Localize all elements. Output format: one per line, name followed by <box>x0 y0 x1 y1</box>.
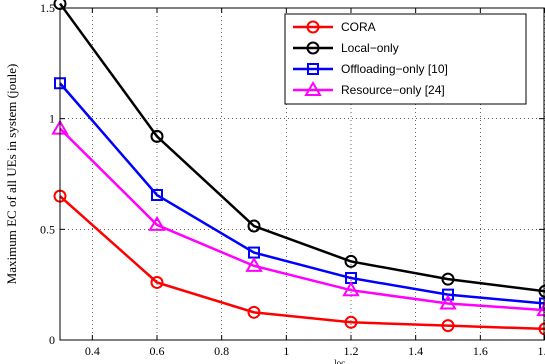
data-point <box>307 63 319 75</box>
x-tick-label: 0.4 <box>85 344 100 358</box>
series-offloading-only-10- <box>54 77 545 310</box>
data-point <box>538 284 545 298</box>
y-tick-label: 1 <box>49 112 55 126</box>
legend-entry: Local−only <box>341 41 399 55</box>
data-point <box>536 301 545 317</box>
x-axis-label-main: The value of f <box>260 361 334 364</box>
data-point <box>439 294 457 310</box>
series-cora <box>53 189 545 336</box>
legend-entry: Resource−only [24] <box>341 83 445 97</box>
data-point <box>247 219 261 233</box>
series-line <box>59 127 545 312</box>
x-axis-label-sup: loc <box>334 358 345 364</box>
x-tick-label: 1 <box>283 344 289 358</box>
data-point <box>150 129 164 143</box>
x-tick-label: 0.6 <box>150 344 165 358</box>
x-axis-label: The value of flocn <box>260 358 345 364</box>
data-point <box>342 281 360 297</box>
data-point <box>538 322 545 336</box>
series-line <box>58 2 545 293</box>
data-point <box>539 297 545 310</box>
data-point <box>306 20 320 34</box>
data-point <box>247 305 261 319</box>
x-tick-label: 1.8 <box>538 344 545 358</box>
data-point <box>441 319 455 333</box>
data-point <box>304 81 322 96</box>
legend-entry: Offloading−only [10] <box>341 62 448 76</box>
data-point <box>148 215 166 231</box>
x-tick-label: 0.8 <box>214 344 229 358</box>
y-tick-label: 0 <box>49 333 55 347</box>
data-point <box>344 315 358 329</box>
x-tick-label: 1.4 <box>408 344 423 358</box>
data-point <box>245 256 263 272</box>
x-tick-label: 1.6 <box>473 344 488 358</box>
ticks: 0.4 0.6 0.8 1 1.2 1.4 1.6 1.8 0 0.5 1 1.5 <box>40 1 545 358</box>
y-axis-label: Maximum EC of all UEs in system (joule) <box>4 64 19 285</box>
data-point <box>306 41 320 55</box>
series-resource-only-24- <box>51 119 545 317</box>
data-point <box>441 272 455 286</box>
y-tick-label: 0.5 <box>40 222 55 236</box>
series-line <box>59 195 545 331</box>
series-line <box>59 82 545 305</box>
data-point <box>150 275 164 289</box>
data-point <box>442 288 454 301</box>
y-tick-label: 1.5 <box>40 1 55 15</box>
legend-entry: CORA <box>341 20 376 34</box>
data-point <box>344 254 358 268</box>
x-tick-label: 1.2 <box>344 344 359 358</box>
plot-frame <box>59 7 545 341</box>
data-point <box>151 189 163 202</box>
legend: CORA Local−only Offloading−only [10] Resour… <box>284 13 527 105</box>
